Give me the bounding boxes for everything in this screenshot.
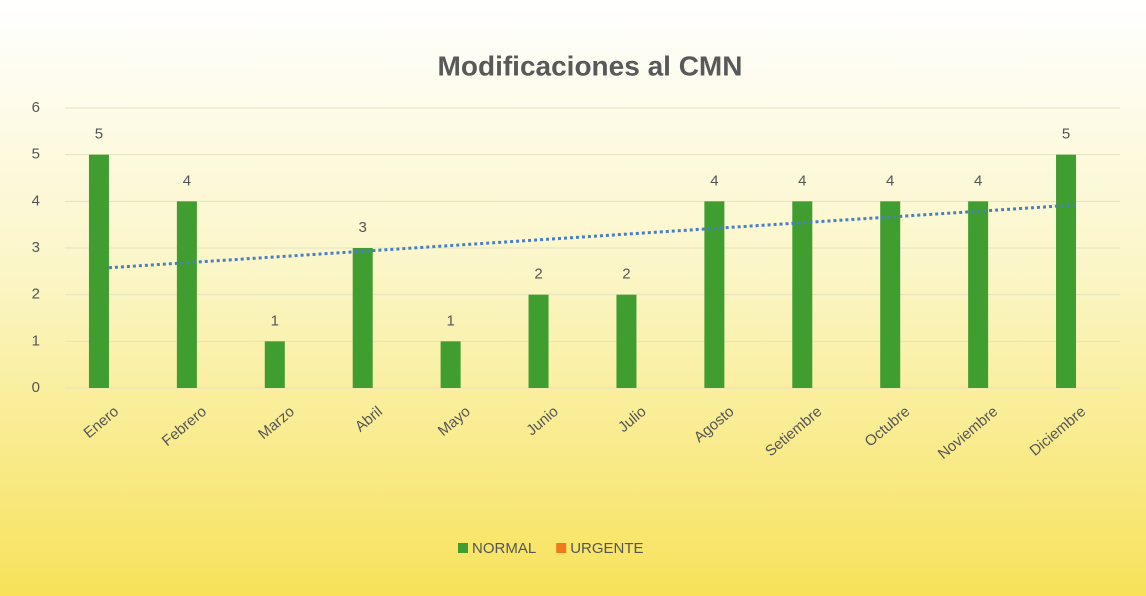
bar (176, 201, 197, 388)
data-label: 5 (1062, 126, 1070, 143)
data-label: 4 (710, 172, 718, 189)
bar (792, 201, 813, 388)
legend-label: URGENTE (570, 540, 643, 557)
data-label: 2 (622, 266, 630, 283)
bar (1056, 154, 1077, 388)
chart-title: Modificaciones al CMN (438, 50, 743, 81)
data-label: 1 (446, 312, 454, 329)
bar (968, 201, 989, 388)
data-label: 2 (534, 266, 542, 283)
data-label: 4 (183, 172, 191, 189)
data-label: 4 (974, 172, 982, 189)
legend-swatch (556, 543, 567, 553)
bar (880, 201, 901, 388)
data-label: 3 (359, 219, 367, 236)
y-tick-label: 5 (32, 146, 40, 163)
bar (528, 294, 549, 388)
bar (704, 201, 725, 388)
data-label: 4 (886, 172, 894, 189)
legend-swatch (458, 543, 468, 553)
bar (264, 341, 285, 388)
y-tick-label: 0 (32, 379, 40, 396)
y-tick-label: 6 (32, 99, 40, 116)
bar (440, 341, 461, 388)
y-tick-label: 3 (32, 239, 40, 256)
data-label: 5 (95, 126, 103, 143)
data-label: 4 (798, 172, 806, 189)
y-tick-label: 4 (32, 192, 40, 209)
bar (88, 154, 109, 388)
data-label: 1 (271, 312, 279, 329)
y-tick-label: 1 (32, 332, 40, 349)
legend-label: NORMAL (472, 540, 536, 557)
bar (616, 294, 637, 388)
y-tick-label: 2 (32, 286, 40, 303)
bar (352, 248, 373, 388)
